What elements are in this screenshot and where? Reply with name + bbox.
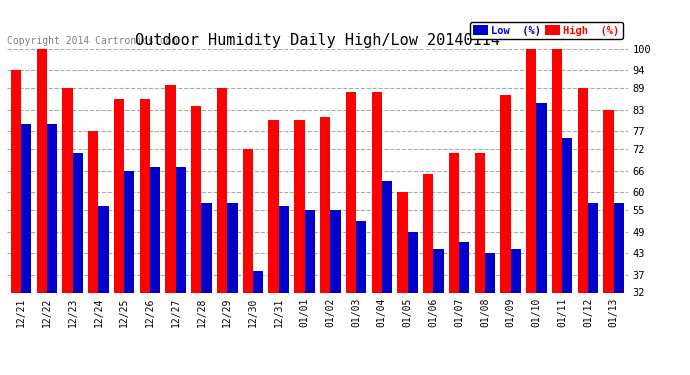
Bar (578, 88, 588, 292)
Bar (88, 131, 99, 292)
Bar (397, 192, 408, 292)
Bar (47, 124, 57, 292)
Bar (124, 171, 135, 292)
Bar (72, 153, 83, 292)
Bar (613, 203, 624, 292)
Bar (201, 203, 212, 292)
Bar (423, 174, 433, 292)
Bar (588, 203, 598, 292)
Bar (500, 95, 511, 292)
Bar (217, 88, 227, 292)
Bar (253, 271, 264, 292)
Bar (166, 85, 176, 292)
Bar (511, 249, 521, 292)
Bar (604, 110, 613, 292)
Bar (552, 49, 562, 292)
Bar (346, 92, 356, 292)
Text: Copyright 2014 Cartronics.com: Copyright 2014 Cartronics.com (7, 36, 177, 46)
Bar (356, 221, 366, 292)
Bar (448, 153, 459, 292)
Bar (536, 102, 546, 292)
Bar (294, 120, 304, 292)
Bar (279, 207, 289, 292)
Bar (11, 70, 21, 292)
Bar (21, 124, 31, 292)
Bar (331, 210, 341, 292)
Bar (320, 117, 331, 292)
Bar (37, 49, 47, 292)
Bar (227, 203, 237, 292)
Bar (99, 207, 109, 292)
Bar (114, 99, 124, 292)
Bar (562, 138, 573, 292)
Bar (382, 182, 392, 292)
Bar (268, 120, 279, 292)
Legend: Low  (%), High  (%): Low (%), High (%) (470, 22, 622, 39)
Bar (139, 99, 150, 292)
Bar (176, 167, 186, 292)
Bar (62, 88, 72, 292)
Bar (304, 210, 315, 292)
Bar (433, 249, 444, 292)
Title: Outdoor Humidity Daily High/Low 20140114: Outdoor Humidity Daily High/Low 20140114 (135, 33, 500, 48)
Bar (475, 153, 485, 292)
Bar (526, 49, 536, 292)
Bar (459, 242, 469, 292)
Bar (408, 231, 418, 292)
Bar (191, 106, 201, 292)
Bar (371, 92, 382, 292)
Bar (150, 167, 160, 292)
Bar (485, 253, 495, 292)
Bar (243, 149, 253, 292)
